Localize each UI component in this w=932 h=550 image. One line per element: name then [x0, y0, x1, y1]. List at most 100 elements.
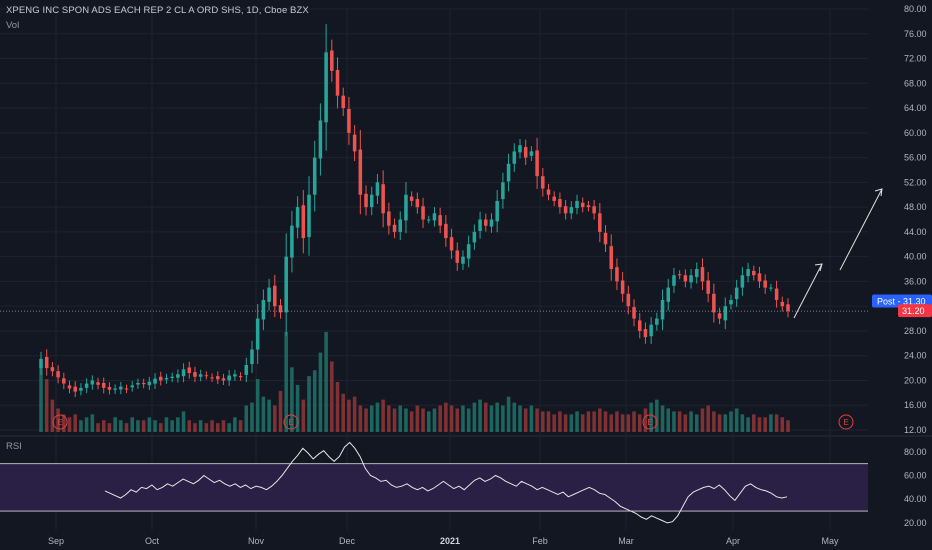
volume-bar — [529, 405, 534, 432]
time-tick-label: Mar — [618, 536, 634, 546]
candle-body — [375, 182, 380, 196]
projection-arrow-1 — [793, 263, 823, 319]
volume-bar — [489, 405, 494, 432]
candle-body — [347, 108, 351, 133]
candle-body — [113, 388, 117, 390]
volume-bar — [375, 402, 380, 432]
price-tick-label: 16.00 — [904, 400, 927, 410]
last-price-badge-text: 31.20 — [902, 306, 925, 316]
volume-bar — [216, 423, 220, 432]
candle-body — [324, 52, 328, 123]
candle-body — [723, 306, 728, 321]
price-tick-label: 52.00 — [904, 177, 927, 187]
candle-body — [233, 374, 237, 377]
volume-bar — [56, 408, 60, 432]
candle-body — [438, 215, 442, 226]
price-tick-label: 76.00 — [904, 29, 927, 39]
volume-bar — [501, 405, 505, 432]
candle-body — [666, 287, 671, 302]
candle-body — [615, 267, 619, 282]
candle-body — [426, 219, 431, 221]
volume-bar — [637, 414, 642, 432]
time-tick-label: Feb — [532, 536, 548, 546]
candle-body — [757, 273, 762, 282]
volume-bar — [683, 414, 688, 432]
volume-bar — [677, 411, 682, 432]
price-tick-label: 48.00 — [904, 202, 927, 212]
volume-bar — [603, 411, 608, 432]
candle-body — [290, 225, 294, 258]
volume-bar — [221, 420, 226, 432]
candle-body — [677, 274, 682, 276]
time-tick-label: Sep — [48, 536, 64, 546]
volume-bar — [101, 420, 106, 432]
candle-body — [780, 301, 785, 307]
candle-body — [683, 275, 688, 282]
candle-body — [307, 194, 311, 238]
candle-body — [655, 318, 659, 325]
volume-bar — [67, 417, 72, 432]
candle-body — [501, 182, 505, 200]
candle-body — [398, 219, 403, 232]
candle-body — [769, 287, 773, 289]
volume-bar — [301, 399, 306, 432]
candle-body — [221, 378, 226, 381]
candle-body — [774, 288, 779, 300]
candle-body — [786, 304, 790, 312]
candle-body — [529, 151, 534, 156]
volume-bar — [495, 402, 499, 432]
volume-bar — [746, 417, 750, 432]
volume-bar — [729, 411, 733, 432]
candle-body — [381, 184, 385, 214]
candle-body — [455, 250, 460, 263]
candle-body — [740, 275, 745, 288]
projection-arrowhead-2 — [874, 188, 883, 197]
last-price-badge — [898, 304, 932, 318]
candle-body — [181, 369, 186, 377]
volume-bar — [158, 423, 163, 432]
candle-body — [141, 382, 146, 385]
volume-bar — [39, 367, 43, 432]
rsi-tick-label: 20.00 — [904, 518, 927, 528]
volume-bar — [535, 408, 539, 432]
volume-bar — [364, 408, 368, 432]
candle-body — [364, 193, 368, 208]
candle-body — [255, 318, 260, 350]
candle-body — [124, 388, 129, 390]
earnings-marker — [283, 414, 299, 430]
candle-body — [466, 244, 471, 259]
earnings-marker-letter: E — [647, 418, 652, 427]
volume-bar — [478, 399, 482, 432]
volume-bar — [290, 367, 294, 432]
volume-layer — [39, 332, 790, 432]
candle-body — [432, 213, 437, 221]
volume-bar — [330, 361, 334, 432]
candle-body — [278, 305, 283, 313]
volume-bar — [404, 408, 408, 432]
candle-body — [392, 224, 397, 232]
volume-bar — [381, 399, 385, 432]
volume-bar — [278, 390, 283, 432]
volume-bar — [660, 405, 665, 432]
volume-bar — [238, 420, 243, 432]
volume-bar — [723, 414, 728, 432]
volume-bar — [694, 414, 699, 432]
price-axis: 80.00 76.00 72.00 68.00 64.00 60.00 56.00 52.00… — [904, 4, 927, 528]
volume-bar — [586, 411, 591, 432]
volume-bar — [44, 379, 49, 432]
volume-bar — [90, 414, 95, 432]
volume-bar — [227, 423, 231, 432]
volume-bar — [341, 393, 345, 432]
candle-body — [273, 285, 277, 307]
volume-bar — [170, 420, 174, 432]
candle-body — [546, 189, 551, 195]
candle-body — [198, 374, 203, 377]
candle-body — [421, 206, 425, 220]
volume-bar — [415, 405, 420, 432]
volume-bar — [580, 414, 585, 432]
candle-body — [484, 219, 488, 226]
volume-bar — [523, 408, 528, 432]
candle-body — [204, 375, 209, 377]
